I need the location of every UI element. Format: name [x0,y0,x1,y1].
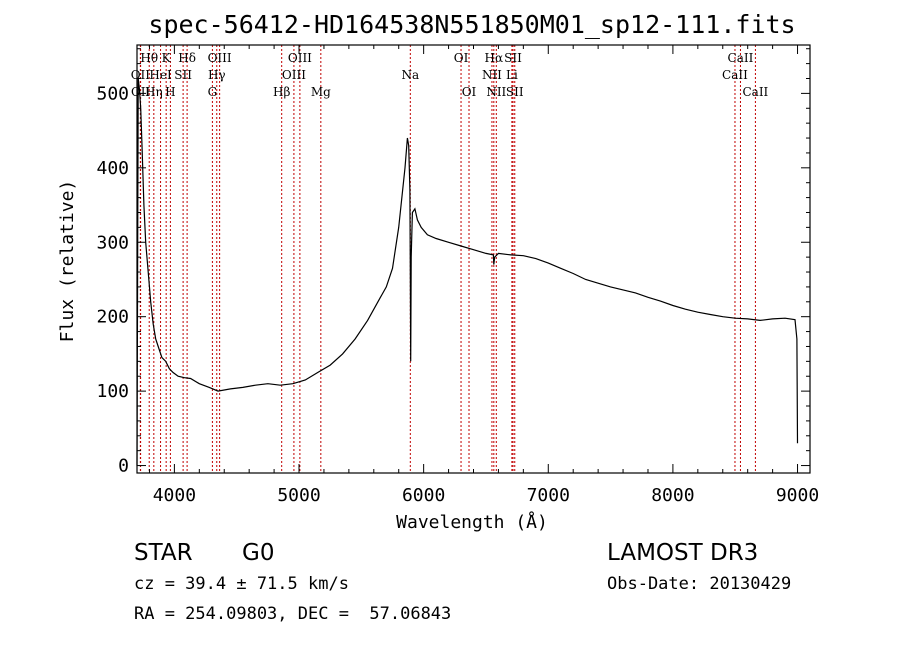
line-label-25: NII [486,85,506,99]
line-label-0: Hθ [140,51,158,65]
line-label-4: OIII [288,51,312,65]
sky-coordinates: RA = 254.09803, DEC = 57.06843 [134,604,452,624]
x-tick-label-2: 6000 [402,485,445,506]
survey-label: LAMOST DR3 [607,540,759,566]
line-label-7: SII [504,51,522,65]
x-tick-label-1: 5000 [277,485,320,506]
line-label-21: G [208,85,218,99]
line-label-26: SII [506,85,524,99]
spectrum-line [136,78,799,466]
line-label-1: K [162,51,172,65]
line-label-14: Na [401,68,419,82]
x-tick-label-3: 7000 [527,485,570,506]
line-label-12: Hγ [208,68,226,82]
line-label-11: SII [174,68,192,82]
line-label-27: CaII [742,85,768,99]
line-label-6: Hα [485,51,504,65]
object-type: STAR [134,540,193,566]
line-label-22: Hβ [273,85,290,99]
line-label-23: Mg [311,85,331,99]
line-label-3: OIII [208,51,232,65]
x-tick-label-5: 9000 [776,485,819,506]
axes: 4000 5000 6000 7000 8000 9000 0 100 200 300 400 500 [96,45,819,506]
y-tick-label-0: 0 [118,456,129,477]
x-axis-label: Wavelength (Å) [396,511,548,533]
line-label-13: OIII [282,68,306,82]
line-label-16: Li [506,68,518,82]
line-label-15: NII [482,68,502,82]
y-axis-label: Flux (relative) [57,180,78,343]
redshift-velocity: cz = 39.4 ± 71.5 km/s [134,574,349,594]
line-label-9: OII [131,68,151,82]
line-label-20: H [165,85,175,99]
line-label-5: OI [454,51,469,65]
x-tick-label-4: 8000 [651,485,694,506]
line-label-2: Hδ [178,51,196,65]
y-tick-label-3: 300 [96,232,129,253]
line-label-18: OII [131,85,151,99]
line-label-24: OI [462,85,477,99]
y-tick-label-2: 200 [96,307,129,328]
spectral-subclass: G0 [242,540,275,566]
line-label-10: HeI [149,68,172,82]
line-label-19: Hη [145,85,163,99]
line-label-17: CaII [722,68,748,82]
y-tick-label-4: 400 [96,158,129,179]
y-tick-label-1: 100 [96,381,129,402]
line-label-8: CaII [728,51,754,65]
y-tick-label-5: 500 [96,83,129,104]
x-tick-label-0: 4000 [153,485,196,506]
chart-title: spec-56412-HD164538N551850M01_sp12-111.f… [148,10,795,39]
observation-date: Obs-Date: 20130429 [607,574,792,594]
